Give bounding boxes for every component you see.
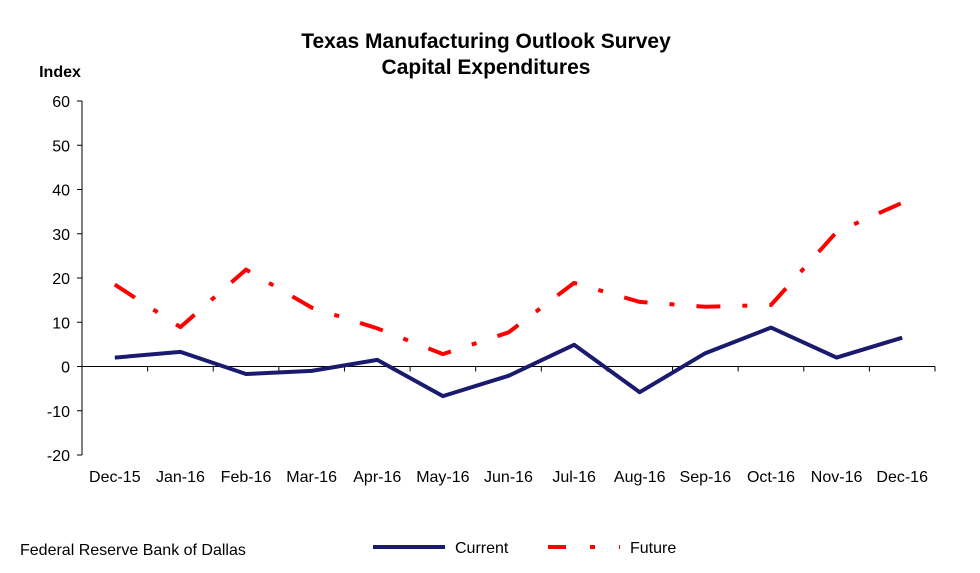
x-tick-label: Dec-16 xyxy=(876,469,928,486)
plot-area xyxy=(113,200,904,399)
x-tick-label: Mar-16 xyxy=(286,469,337,486)
series-line-future xyxy=(113,200,904,357)
data-point-future xyxy=(441,352,445,356)
data-point-current xyxy=(178,350,182,354)
y-tick-label: 30 xyxy=(52,227,70,244)
y-axis: -20 -10 0 10 20 30 40 50 60 xyxy=(47,94,83,465)
y-axis-title: Index xyxy=(39,64,81,81)
data-point-future xyxy=(375,326,379,330)
data-point-future xyxy=(178,325,182,329)
y-tick-label: 60 xyxy=(52,94,70,111)
x-axis: Dec-15 Jan-16 Feb-16 Mar-16 Apr-16 May-16 Jun-… xyxy=(81,366,936,486)
data-point-future xyxy=(244,268,248,272)
source-note: Federal Reserve Bank of Dallas xyxy=(20,542,246,559)
data-point-current xyxy=(769,326,773,330)
data-point-current xyxy=(441,394,445,398)
data-point-future xyxy=(900,201,904,205)
series-line-current xyxy=(114,325,903,399)
data-point-current xyxy=(703,351,707,355)
x-tick-label: Nov-16 xyxy=(811,469,863,486)
x-tick-label: Dec-15 xyxy=(89,469,141,486)
chart-subtitle: Capital Expenditures xyxy=(382,56,591,79)
y-tick-label: -10 xyxy=(47,404,70,421)
data-point-current xyxy=(507,374,511,378)
data-point-future xyxy=(703,305,707,309)
data-point-current xyxy=(900,336,904,340)
y-tick-label: 10 xyxy=(52,315,70,332)
data-point-current xyxy=(375,358,379,362)
data-point-future xyxy=(507,330,511,334)
data-point-current xyxy=(244,372,248,376)
x-tick-label: Jun-16 xyxy=(484,469,533,486)
data-point-future xyxy=(113,283,117,287)
x-tick-label: Apr-16 xyxy=(353,469,401,486)
data-point-current xyxy=(638,390,642,394)
data-point-future xyxy=(769,303,773,307)
legend-label-future: Future xyxy=(630,540,676,557)
x-tick-label: Feb-16 xyxy=(221,469,272,486)
y-tick-label: -20 xyxy=(47,448,70,465)
data-point-current xyxy=(113,356,117,360)
x-tick-label: Jan-16 xyxy=(156,469,205,486)
legend: Current Future xyxy=(373,540,676,557)
y-tick-label: 20 xyxy=(52,271,70,288)
x-tick-label: Oct-16 xyxy=(747,469,795,486)
chart-title: Texas Manufacturing Outlook Survey xyxy=(301,30,671,53)
y-tick-label: 40 xyxy=(52,183,70,200)
data-point-current xyxy=(310,369,314,373)
data-point-current xyxy=(835,356,839,360)
data-point-current xyxy=(572,343,576,347)
data-point-future xyxy=(572,281,576,285)
x-tick-label: Aug-16 xyxy=(614,469,666,486)
data-point-future xyxy=(835,230,839,234)
x-tick-label: Jul-16 xyxy=(552,469,596,486)
x-tick-label: May-16 xyxy=(416,469,469,486)
x-tick-label: Sep-16 xyxy=(680,469,732,486)
legend-label-current: Current xyxy=(455,540,509,557)
data-point-future xyxy=(638,300,642,304)
y-tick-label: 50 xyxy=(52,138,70,155)
y-tick-label: 0 xyxy=(61,360,70,377)
data-point-future xyxy=(310,306,314,310)
